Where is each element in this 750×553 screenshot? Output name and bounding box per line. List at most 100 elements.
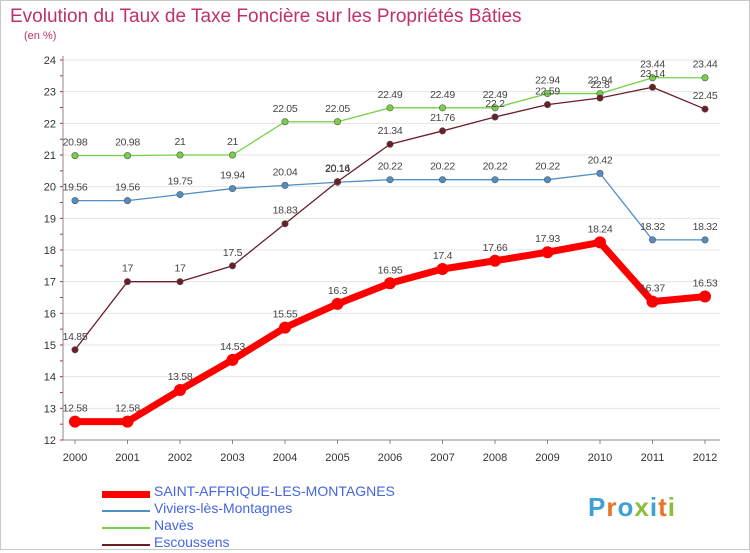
data-label: 21.76 xyxy=(430,112,455,124)
data-label: 16.53 xyxy=(693,278,718,290)
data-label: 21 xyxy=(227,136,239,148)
y-tick-label: 12 xyxy=(44,435,56,447)
data-label: 20.22 xyxy=(483,161,508,173)
logo-letter: i xyxy=(649,492,659,522)
data-label: 19.56 xyxy=(115,182,140,194)
data-point xyxy=(543,90,551,98)
data-point xyxy=(701,105,709,113)
data-label: 20.42 xyxy=(588,154,613,166)
data-point xyxy=(699,290,711,303)
x-tick-label: 2000 xyxy=(63,452,87,464)
data-label: 23.44 xyxy=(640,59,665,71)
logo-letter: t xyxy=(658,492,668,522)
data-point xyxy=(226,353,239,366)
data-point xyxy=(124,197,132,205)
data-point xyxy=(701,236,709,244)
data-label: 12.58 xyxy=(115,403,140,415)
x-tick-label: 2001 xyxy=(115,452,139,464)
data-point xyxy=(229,185,237,193)
x-tick-label: 2009 xyxy=(535,452,559,464)
data-label: 22.59 xyxy=(535,86,560,98)
y-tick-label: 19 xyxy=(44,213,56,225)
data-label: 17 xyxy=(174,263,186,275)
data-point xyxy=(596,169,604,177)
legend-label: SAINT-AFFRIQUE-LES-MONTAGNES xyxy=(154,483,395,499)
x-tick-label: 2003 xyxy=(220,452,244,464)
logo-letter: i xyxy=(667,492,676,522)
data-label: 18.83 xyxy=(273,205,298,217)
chart-unit-label: (en %) xyxy=(24,30,57,42)
data-label: 22.49 xyxy=(378,89,403,101)
x-tick-label: 2004 xyxy=(273,452,297,464)
data-label: 17.4 xyxy=(433,250,453,262)
data-label: 21.34 xyxy=(378,125,403,137)
y-tick-label: 15 xyxy=(44,340,56,352)
data-label: 22.94 xyxy=(588,75,613,87)
x-tick-label: 2011 xyxy=(641,452,665,464)
data-point xyxy=(333,118,341,126)
data-point xyxy=(543,101,551,109)
data-label: 19.75 xyxy=(168,176,193,188)
data-label: 20.14 xyxy=(325,163,350,175)
y-tick-label: 24 xyxy=(44,55,56,67)
data-point xyxy=(596,94,604,102)
data-point xyxy=(543,176,551,184)
y-tick-label: 18 xyxy=(44,245,56,257)
data-label: 22.45 xyxy=(693,90,718,102)
data-label: 12.58 xyxy=(63,403,88,415)
y-tick-label: 16 xyxy=(44,308,56,320)
y-tick-label: 23 xyxy=(44,87,56,99)
data-label: 23.44 xyxy=(693,59,718,71)
x-tick-label: 2010 xyxy=(588,452,612,464)
legend-label: Viviers-lès-Montagnes xyxy=(154,500,293,516)
data-point xyxy=(438,104,446,112)
y-tick-label: 20 xyxy=(44,182,56,194)
data-label: 20.16 xyxy=(325,163,350,175)
data-label: 19.94 xyxy=(220,170,245,182)
data-point xyxy=(438,127,446,135)
data-label: 20.22 xyxy=(430,161,455,173)
data-label: 20.22 xyxy=(535,161,560,173)
data-point xyxy=(701,74,709,82)
chart-title: Evolution du Taux de Taxe Foncière sur l… xyxy=(10,6,522,27)
logo-letter: o xyxy=(617,492,635,522)
data-label: 20.04 xyxy=(273,166,298,178)
data-label: 13.58 xyxy=(168,371,193,383)
data-point xyxy=(279,321,291,334)
data-label: 19.56 xyxy=(63,182,88,194)
data-point xyxy=(69,415,81,428)
data-point xyxy=(71,346,79,354)
data-point xyxy=(491,113,499,121)
data-point xyxy=(541,246,554,259)
y-tick-label: 21 xyxy=(44,150,56,162)
data-point xyxy=(386,140,394,148)
data-label: 18.24 xyxy=(588,223,613,235)
y-tick-label: 22 xyxy=(44,118,56,130)
data-label: 16.95 xyxy=(378,264,403,276)
data-label: 17.5 xyxy=(223,247,243,259)
data-label: 17 xyxy=(122,263,134,275)
data-point xyxy=(489,254,501,267)
data-point xyxy=(648,83,656,91)
data-label: 22.05 xyxy=(325,103,350,115)
data-label: 22.49 xyxy=(483,89,508,101)
data-point xyxy=(438,176,446,184)
logo-letter: P xyxy=(588,492,607,522)
y-tick-label: 13 xyxy=(44,403,56,415)
x-tick-label: 2012 xyxy=(693,452,717,464)
data-label: 20.98 xyxy=(115,137,140,149)
data-point xyxy=(124,278,132,286)
data-label: 22.8 xyxy=(590,79,610,91)
data-point xyxy=(281,220,289,228)
data-label: 17.93 xyxy=(535,233,560,245)
data-point xyxy=(176,151,184,159)
data-point xyxy=(491,104,499,112)
data-label: 22.49 xyxy=(430,89,455,101)
data-point xyxy=(124,152,132,160)
data-label: 16.37 xyxy=(640,283,665,295)
data-label: 16.3 xyxy=(328,285,348,297)
data-label: 21 xyxy=(174,136,186,148)
data-label: 22.05 xyxy=(273,103,298,115)
proxiti-logo: Proxiti xyxy=(588,492,676,523)
data-point xyxy=(384,277,396,290)
